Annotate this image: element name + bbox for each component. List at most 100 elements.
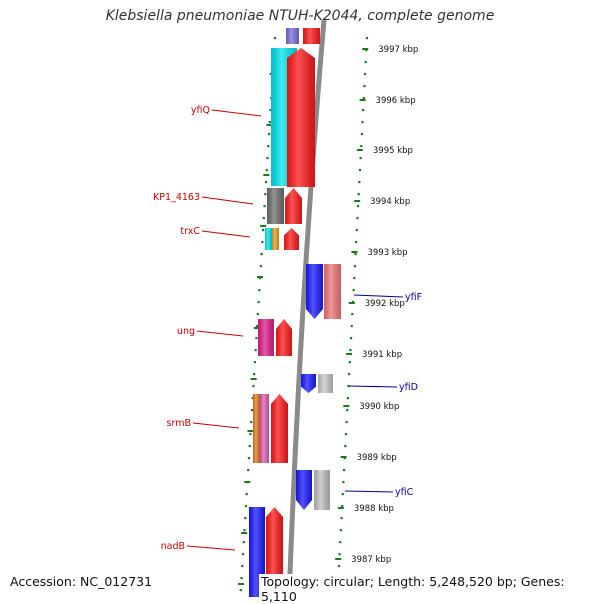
ruler-dot: [273, 37, 277, 40]
ruler-dot: [362, 109, 365, 112]
ruler-dot: [256, 325, 259, 328]
ruler-dot: [353, 265, 356, 268]
ruler-dot: [357, 193, 360, 196]
gene-arrow-shade: [303, 28, 320, 44]
label-leader-line: [211, 109, 262, 117]
ruler-dot: [344, 445, 347, 448]
gene-label-left: KP1_4163: [153, 192, 200, 203]
ruler-dot: [338, 553, 341, 556]
gene-arrow-shade: [271, 394, 288, 463]
scale-tick-label: 3994 kbp: [370, 197, 410, 207]
ruler-dot: [247, 457, 251, 460]
ruler-dot: [363, 85, 366, 88]
ruler-dot: [365, 49, 368, 52]
ruler-dot: [269, 109, 272, 112]
ruler-dot: [244, 505, 248, 508]
gene-label-right: yfiD: [399, 382, 418, 393]
ruler-dot: [348, 361, 351, 364]
scale-tick-label: 3997 kbp: [378, 45, 418, 55]
ruler-dot: [337, 565, 341, 568]
gene-label-left: ung: [177, 326, 195, 337]
ruler-dot: [354, 253, 357, 256]
label-leader-line: [201, 196, 254, 205]
ruler-dot: [260, 253, 263, 256]
ruler-dot: [249, 433, 252, 436]
ruler-dot: [265, 169, 268, 172]
ruler-dot: [348, 373, 351, 376]
ruler-dot: [258, 289, 261, 292]
ruler-dot: [241, 553, 245, 556]
ruler-dot: [363, 73, 367, 76]
accession-text: Accession: NC_012731: [10, 574, 153, 589]
scale-tick-label: 3995 kbp: [373, 146, 413, 156]
ruler-dot: [342, 481, 345, 484]
ruler-dot: [349, 337, 353, 340]
ruler-dot: [240, 577, 243, 580]
ruler-dot: [343, 457, 346, 460]
gene-arrow-shade: [324, 264, 341, 319]
gene-label-left: srmB: [167, 418, 191, 429]
ruler-dot: [248, 445, 251, 448]
ruler-dot: [239, 589, 242, 592]
ruler-dot: [255, 337, 258, 340]
gene-label-right: yfiF: [405, 292, 422, 303]
scale-tick-label: 3990 kbp: [359, 402, 399, 412]
ruler-dot: [360, 133, 363, 136]
ruler-dot: [339, 529, 342, 532]
gene-label-right: yfiC: [395, 487, 414, 498]
gene-arrow-shade: [301, 374, 316, 393]
ruler-dot: [257, 301, 260, 304]
ruler-dot: [340, 517, 343, 520]
ruler-dot: [253, 373, 256, 376]
ruler-dot: [339, 541, 342, 544]
gene-labels: yfiQ KP1_4163 trxC ung srmB nadB yfiF yfiD yfiC: [153, 105, 422, 552]
scale-tick-label: 3987 kbp: [351, 555, 391, 565]
ruler-dot: [252, 385, 255, 388]
ruler-dot: [243, 529, 246, 532]
scale-tick-label: 3996 kbp: [376, 96, 416, 106]
map-title: Klebsiella pneumoniae NTUH-K2044, comple…: [105, 8, 495, 24]
ruler-dot: [360, 145, 363, 148]
ruler-dot: [358, 181, 361, 184]
gene-arrow-shade: [272, 228, 279, 250]
label-leader-line: [201, 230, 251, 238]
ruler-dot: [361, 121, 364, 124]
gene-arrow-shade: [253, 394, 260, 463]
ruler-dot: [250, 409, 254, 412]
gene-arrow-shade: [296, 470, 312, 510]
label-leader-line: [353, 294, 404, 298]
gene-label-left: trxC: [180, 226, 200, 237]
ruler-dot: [259, 277, 262, 280]
ruler-dot: [358, 169, 362, 172]
ruler-dot: [261, 241, 264, 244]
ruler-dot: [356, 205, 360, 208]
label-leaders: [186, 109, 404, 551]
ruler-dot: [351, 313, 354, 316]
gene-label-left: nadB: [161, 541, 185, 552]
ruler-dot: [342, 469, 346, 472]
ruler-dot: [347, 385, 350, 388]
ruler-dot: [345, 421, 348, 424]
ruler-dot: [267, 133, 271, 136]
ruler-dot: [349, 349, 352, 352]
ruler-dot: [267, 145, 270, 148]
label-leader-line: [196, 330, 244, 337]
scale-tick-label: 3991 kbp: [362, 350, 402, 360]
ruler-dot: [263, 205, 266, 208]
scale-tick-label: 3988 kbp: [354, 504, 394, 514]
gene-arrow-shade: [284, 228, 299, 250]
gene-arrow-shade: [314, 470, 330, 510]
ruler-dot: [264, 181, 268, 184]
ruler-dot: [352, 289, 355, 292]
ruler-dot: [241, 565, 244, 568]
gene-arrow-shade: [265, 228, 272, 250]
gene-arrow-shade: [285, 188, 302, 224]
scale-ticks: 3997 kbp 3996 kbp 3995 kbp 3994 kbp 3993 kbp…: [237, 45, 418, 585]
genome-summary-text: Topology: circular; Length: 5,248,520 bp…: [259, 574, 600, 604]
label-leader-line: [344, 490, 394, 493]
ruler-dot: [250, 421, 253, 424]
scale-tick-label: 3989 kbp: [357, 453, 397, 463]
gene-arrow-shade: [306, 264, 323, 319]
ruler-dot: [356, 217, 359, 220]
